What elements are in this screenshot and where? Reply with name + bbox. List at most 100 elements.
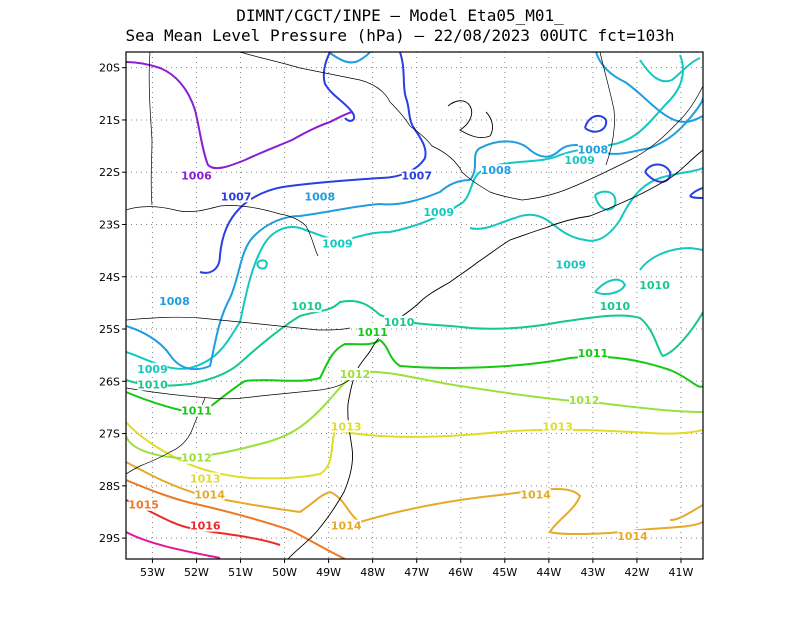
- contour-label-bg: [577, 143, 608, 156]
- state-border-2: [126, 316, 351, 331]
- state-border-8: [599, 52, 615, 166]
- isobar-1010: [126, 300, 703, 387]
- lon-tick-label: 51W: [228, 566, 253, 579]
- isobar-1011: [126, 338, 703, 416]
- contour-label-1012: 1012: [569, 394, 600, 407]
- contour-label-1010: 1010: [384, 316, 415, 329]
- state-border-3: [126, 377, 353, 400]
- isobar-1008d: [329, 52, 371, 64]
- contour-label-bg: [137, 378, 168, 391]
- contour-label-bg: [181, 451, 212, 464]
- lat-tick-labels: 20S 21S 22S 23S 24S 25S 26S 27S 28S 29S: [99, 62, 120, 545]
- lon-tick-label: 41W: [669, 566, 694, 579]
- contour-label-1007: 1007: [221, 190, 252, 203]
- contour-label-1009: 1009: [564, 154, 595, 167]
- contour-label-1014: 1014: [520, 488, 551, 501]
- contour-label-1016: 1016: [190, 520, 221, 533]
- state-border-5: [239, 52, 433, 147]
- isobar-1007c: [584, 114, 608, 133]
- state-border-4: [148, 52, 153, 206]
- contour-label-1008: 1008: [159, 295, 190, 308]
- contour-label-1010: 1010: [137, 379, 168, 392]
- contour-label-bg: [555, 258, 586, 271]
- lon-tick-labels: 53W 52W 51W 50W 49W 48W 47W 46W 45W 44W 43W 42W 41W: [140, 566, 694, 579]
- lat-tick-label: 25S: [99, 323, 120, 336]
- contour-label-bg: [322, 237, 353, 250]
- contour-label-bg: [194, 488, 225, 501]
- contour-label-1010: 1010: [291, 300, 322, 313]
- contour-label-1009: 1009: [423, 206, 454, 219]
- state-border-6: [431, 145, 571, 201]
- lat-tick-label: 21S: [99, 114, 120, 127]
- isobar-1014a: [126, 461, 703, 536]
- lat-tick-label: 22S: [99, 166, 120, 179]
- coastline-layer: [126, 52, 703, 559]
- isobar-1007e: [689, 187, 703, 199]
- chart-title-line1: DIMNT/CGCT/INPE — Model Eta05_M01_: [236, 6, 564, 25]
- lon-tick-label: 49W: [316, 566, 341, 579]
- lat-tick-label: 27S: [99, 428, 120, 441]
- isobar-1015: [126, 479, 346, 559]
- contour-label-bg: [221, 190, 252, 203]
- lon-tick-label: 43W: [580, 566, 605, 579]
- contour-label-1013: 1013: [542, 420, 573, 433]
- contour-label-bg: [569, 394, 600, 407]
- contour-labels: 1006100710071008100810081008100910091009…: [128, 143, 670, 543]
- tick-marks: [122, 67, 682, 563]
- lon-tick-label: 45W: [492, 566, 517, 579]
- isobar-1009f: [639, 57, 701, 83]
- isobar-1009d: [594, 278, 627, 295]
- contour-label-1008: 1008: [481, 164, 512, 177]
- contour-label-bg: [357, 326, 388, 339]
- plot-frame: [125, 51, 704, 560]
- lat-tick-label: 20S: [99, 62, 120, 75]
- contour-label-1011: 1011: [357, 326, 388, 339]
- isobar-1016: [126, 531, 221, 559]
- contour-label-bg: [340, 368, 371, 381]
- country-border: [126, 397, 206, 475]
- contour-label-bg: [423, 206, 454, 219]
- contour-label-1013: 1013: [190, 473, 221, 486]
- contour-label-1014: 1014: [331, 520, 362, 533]
- contour-label-1012: 1012: [340, 368, 371, 381]
- contour-label-1012: 1012: [181, 452, 212, 465]
- lon-tick-label: 42W: [624, 566, 649, 579]
- isobar-1007b: [322, 52, 356, 122]
- isobar-1009e: [639, 246, 703, 271]
- contour-label-1011: 1011: [578, 347, 609, 360]
- isobar-1009c: [594, 190, 617, 211]
- state-border-1: [126, 205, 319, 257]
- contour-label-1009: 1009: [322, 237, 353, 250]
- contour-label-bg: [331, 420, 362, 433]
- lon-tick-label: 44W: [536, 566, 561, 579]
- contour-label-1013: 1013: [331, 420, 362, 433]
- contour-label-1014: 1014: [617, 530, 648, 543]
- contour-label-1010: 1010: [600, 300, 631, 313]
- isobar-1014b: [669, 504, 703, 521]
- isobar-1008c: [595, 52, 703, 123]
- lon-tick-label: 52W: [184, 566, 209, 579]
- contour-label-bg: [577, 347, 608, 360]
- contour-label-bg: [599, 300, 630, 313]
- contour-label-1010: 1010: [639, 279, 670, 292]
- isobar-1009g: [256, 259, 268, 270]
- coastline: [287, 149, 703, 559]
- contour-label-1006: 1006: [181, 169, 212, 182]
- lon-tick-label: 48W: [360, 566, 385, 579]
- lon-tick-label: 46W: [448, 566, 473, 579]
- isobar-1013: [126, 421, 703, 480]
- contour-label-bg: [181, 404, 212, 417]
- contour-label-bg: [331, 519, 362, 532]
- contour-label-bg: [617, 530, 648, 543]
- lat-tick-label: 29S: [99, 532, 120, 545]
- contour-label-1014: 1014: [194, 488, 225, 501]
- contour-label-bg: [181, 169, 212, 182]
- isobar-1012: [126, 370, 703, 460]
- contour-label-1007: 1007: [401, 169, 432, 182]
- contour-label-1009: 1009: [137, 363, 168, 376]
- contour-label-bg: [304, 190, 335, 203]
- contour-label-bg: [190, 472, 221, 485]
- isobar-1008a: [126, 179, 471, 371]
- contour-label-bg: [401, 169, 432, 182]
